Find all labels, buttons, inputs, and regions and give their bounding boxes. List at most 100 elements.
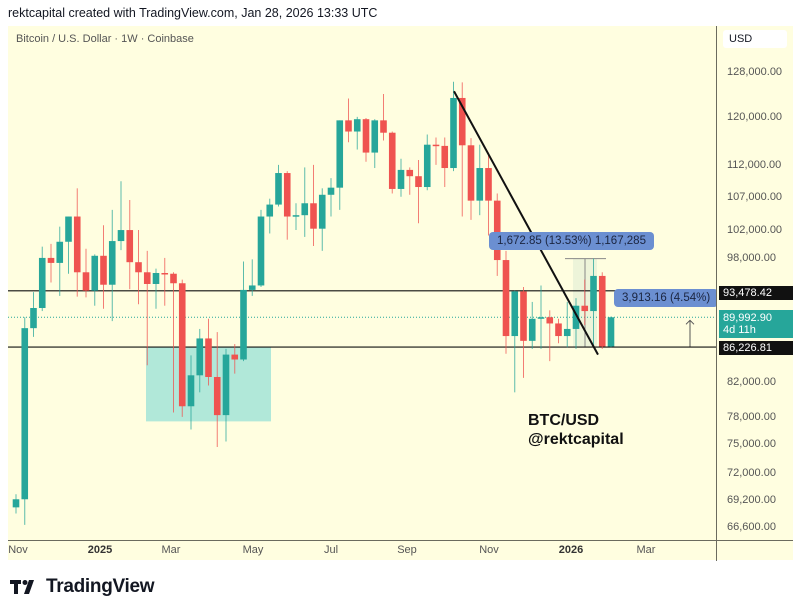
bull-candle-body (511, 291, 519, 337)
range-measure-callout[interactable]: 1,672.85 (13.53%) 1,167,285 (489, 232, 654, 250)
bear-candle-body (205, 338, 212, 377)
bull-candle-body (117, 230, 125, 242)
bear-candle-body (213, 376, 221, 416)
bull-candle-body (590, 275, 597, 312)
bull-candle-body (108, 241, 116, 285)
chart-area[interactable]: Bitcoin / U.S. Dollar · 1W · Coinbase 1,… (8, 26, 794, 561)
bull-candle-body (12, 499, 20, 508)
tradingview-brand-text: TradingView (46, 576, 155, 597)
price-axis[interactable]: USD 93,478.42 89,992.90 4d 11h 86,226.81… (716, 26, 794, 540)
bull-candle-body (537, 317, 545, 319)
bear-candle-body (467, 145, 475, 201)
time-tick-label: Nov (8, 544, 28, 556)
plot-pane[interactable]: Bitcoin / U.S. Dollar · 1W · Coinbase 1,… (8, 26, 716, 540)
bull-candle-body (353, 119, 361, 132)
current-price-label: 89,992.90 4d 11h (719, 310, 793, 338)
distance-arrow-head (685, 319, 695, 325)
currency-selector[interactable]: USD (723, 30, 787, 48)
bull-candle-body (423, 144, 431, 188)
current-price-value: 89,992.90 (723, 312, 772, 324)
time-tick-label: Sep (397, 544, 417, 556)
bear-candle-body (493, 200, 501, 261)
time-tick-label: May (242, 544, 264, 556)
time-tick-label: 2025 (87, 544, 113, 556)
tradingview-logo[interactable]: TradingView (10, 576, 155, 598)
bull-candle-body (21, 328, 29, 500)
bear-candle-body (598, 275, 606, 347)
symbol-title: Bitcoin / U.S. Dollar · 1W · Coinbase (16, 33, 194, 45)
bull-candle-body (292, 215, 300, 217)
bull-candle-body (301, 203, 309, 216)
bull-candle-body (187, 375, 195, 407)
price-tick-label: 102,000.00 (727, 224, 783, 237)
time-axis[interactable]: Nov 2025 Mar May Jul Sep Nov 2026 Mar (8, 540, 793, 561)
bull-candle-body (450, 97, 457, 169)
bear-candle-body (345, 120, 352, 132)
bull-candle-body (563, 328, 571, 337)
bear-candle-body (135, 262, 142, 273)
candle-countdown: 4d 11h (723, 324, 756, 336)
bull-candle-body (152, 273, 160, 284)
bull-candle-body (196, 338, 204, 376)
price-tick-label: 107,000.00 (727, 190, 783, 203)
bear-candle-body (485, 168, 492, 201)
bear-candle-body (458, 97, 466, 146)
bear-candle-body (82, 272, 90, 291)
bear-candle-body (406, 169, 414, 177)
bear-candle-body (47, 257, 55, 263)
price-tick-label: 82,000.00 (727, 376, 776, 389)
price-tick-label: 66,600.00 (727, 520, 776, 533)
bull-candle-body (56, 241, 64, 263)
annotation-pair: BTC/USD (528, 412, 600, 429)
bull-candle-body (327, 187, 335, 195)
candlestick-plot (8, 81, 716, 525)
support-price-label: 86,226.81 (719, 341, 793, 355)
bear-candle-body (441, 145, 449, 169)
time-tick-label: Mar (636, 544, 656, 556)
bear-candle-body (546, 317, 554, 324)
downtrend-line (453, 90, 599, 356)
distance-measure-callout[interactable]: 3,913.16 (4.54%) (614, 289, 716, 307)
bull-candle-body (65, 216, 72, 242)
bull-candle-body (336, 120, 344, 188)
bull-candle-body (318, 194, 326, 229)
bear-candle-body (126, 230, 134, 263)
bull-candle-body (528, 318, 536, 341)
bear-candle-body (170, 273, 177, 284)
price-tick-label: 112,000.00 (727, 158, 782, 171)
bear-candle-body (73, 216, 81, 273)
bear-candle-body (143, 272, 151, 284)
bull-candle-body (397, 169, 405, 189)
price-tick-label: 128,000.00 (727, 65, 783, 78)
bear-candle-body (283, 173, 291, 217)
bear-candle-body (502, 260, 510, 337)
bull-candle-body (248, 285, 256, 290)
time-tick-label: Mar (161, 544, 181, 556)
bear-candle-body (520, 291, 527, 341)
annotation-author: @rektcapital (528, 431, 624, 448)
bull-candle-body (91, 255, 99, 291)
bull-candle-body (266, 204, 274, 217)
resistance-price-label: 93,478.42 (719, 286, 793, 300)
price-tick-label: 72,000.00 (727, 466, 776, 479)
price-tick-label: 98,000.00 (727, 251, 776, 264)
bull-candle-body (476, 168, 484, 201)
bear-candle-body (380, 120, 387, 133)
bull-candle-body (240, 289, 247, 360)
bear-candle-body (231, 354, 239, 360)
bear-candle-body (581, 305, 589, 312)
chart-credit-header: rektcapital created with TradingView.com… (8, 6, 378, 20)
bear-candle-body (432, 144, 440, 147)
bear-candle-body (178, 283, 186, 407)
bull-candle-body (257, 216, 265, 286)
time-tick-label: Jul (323, 544, 339, 556)
axis-corner-divider (716, 541, 717, 561)
bear-candle-body (362, 119, 370, 153)
bull-candle-body (222, 354, 230, 416)
bull-candle-body (275, 173, 282, 205)
bull-candle-body (38, 257, 46, 309)
bear-candle-body (555, 323, 562, 337)
time-tick-label: Nov (479, 544, 499, 556)
price-tick-label: 75,000.00 (727, 438, 776, 451)
bull-candle-body (572, 305, 580, 329)
